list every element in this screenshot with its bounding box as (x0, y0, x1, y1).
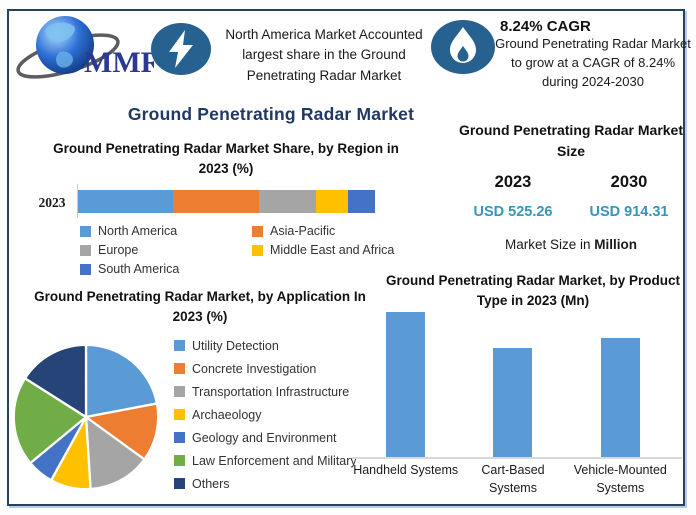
page-title: Ground Penetrating Radar Market (127, 104, 415, 124)
legend-swatch-icon (174, 478, 185, 489)
banner-cagr: 8.24% CAGR Ground Penetrating Radar Mark… (494, 18, 692, 92)
legend-swatch-icon (80, 263, 91, 275)
pie-slice (12, 376, 88, 465)
lightning-icon (150, 22, 212, 76)
legend-label: Europe (98, 243, 139, 257)
bar-label: Handheld Systems (353, 463, 459, 477)
legend-swatch-icon (174, 409, 185, 420)
region-bar-segment (259, 189, 316, 213)
bar-label: Vehicle-Mounted Systems (573, 463, 667, 495)
market-size-year-2023: 2023 (494, 173, 532, 191)
legend-swatch-icon (80, 225, 91, 237)
legend-swatch-icon (174, 386, 185, 397)
legend-item: Middle East and Africa (252, 243, 394, 257)
legend-swatch-icon (174, 340, 185, 351)
region-bar-segment (173, 189, 260, 213)
globe-icon (36, 16, 94, 74)
legend-item: Europe (80, 243, 250, 257)
market-size-value-2030: USD 914.31 (589, 204, 669, 220)
mmr-logo: MMR (12, 10, 163, 90)
legend-item: Others (174, 472, 374, 495)
legend-swatch-icon (252, 244, 263, 256)
legend-item: Transportation Infrastructure (174, 380, 374, 403)
bar-cell (352, 297, 459, 457)
bar (600, 337, 640, 457)
legend-label: Asia-Pacific (270, 224, 336, 238)
legend-label: Concrete Investigation (192, 361, 317, 376)
legend-label: Others (192, 476, 230, 491)
bar (493, 347, 533, 457)
legend-swatch-icon (174, 432, 185, 443)
market-size-footnote: Market Size in Million (504, 237, 638, 252)
region-stacked-bar-plot (77, 184, 376, 218)
product-bar-plot (352, 297, 674, 457)
logo-text: MMR (84, 46, 154, 79)
bar-cell (567, 297, 674, 457)
product-axis-line (352, 457, 682, 459)
region-stacked-bar (78, 189, 376, 213)
market-size-year-2030: 2030 (610, 173, 648, 191)
legend-label: Middle East and Africa (270, 243, 395, 257)
flame-icon (430, 18, 496, 76)
market-size-panel: Ground Penetrating Radar Market Size 202… (455, 120, 687, 252)
legend-item: Law Enforcement and Military (174, 449, 374, 472)
legend-swatch-icon (174, 455, 185, 466)
legend-label: Law Enforcement and Military (192, 453, 357, 468)
legend-item: Concrete Investigation (174, 357, 374, 380)
legend-swatch-icon (252, 225, 263, 237)
legend-label: Utility Detection (192, 338, 279, 353)
legend-label: Geology and Environment (192, 430, 337, 445)
banner-north-america: North America Market Accounted largest s… (225, 27, 423, 83)
legend-label: North America (98, 224, 178, 238)
legend-item: Utility Detection (174, 334, 374, 357)
region-bar-segment (348, 189, 376, 213)
cagr-body: Ground Penetrating Radar Market to grow … (495, 36, 691, 89)
pie-slice (84, 343, 159, 419)
market-size-value-2023: USD 525.26 (473, 204, 553, 220)
legend-swatch-icon (174, 363, 185, 374)
legend-item: North America (80, 224, 250, 238)
region-bar-segment (78, 189, 174, 213)
legend-item: South America (80, 262, 250, 276)
legend-label: South America (98, 262, 180, 276)
product-axis-labels: Handheld Systems Cart-Based Systems Vehicl… (352, 462, 674, 497)
region-chart-title: Ground Penetrating Radar Market Share, b… (53, 141, 399, 177)
cagr-heading: 8.24% CAGR (500, 18, 591, 35)
pie-slice (23, 343, 88, 420)
legend-item: Asia-Pacific (252, 224, 394, 238)
pie-slice (84, 414, 147, 491)
market-size-title: Ground Penetrating Radar Market Size (458, 122, 684, 159)
legend-label: Transportation Infrastructure (192, 384, 350, 399)
product-chart-title: Ground Penetrating Radar Market, by Prod… (385, 273, 681, 309)
region-legend: North America Asia-Pacific Europe Middle… (80, 224, 394, 276)
application-chart-title: Ground Penetrating Radar Market, by Appl… (34, 289, 366, 325)
application-pie (12, 343, 160, 491)
bar-cell (459, 297, 566, 457)
region-axis-year: 2023 (38, 195, 66, 210)
legend-item: Archaeology (174, 403, 374, 426)
region-bar-segment (315, 189, 349, 213)
application-legend: Utility Detection Concrete Investigation… (174, 334, 374, 495)
legend-swatch-icon (80, 244, 91, 256)
bar-label: Cart-Based Systems (481, 463, 545, 495)
bar (386, 311, 426, 457)
legend-item: Geology and Environment (174, 426, 374, 449)
legend-label: Archaeology (192, 407, 262, 422)
